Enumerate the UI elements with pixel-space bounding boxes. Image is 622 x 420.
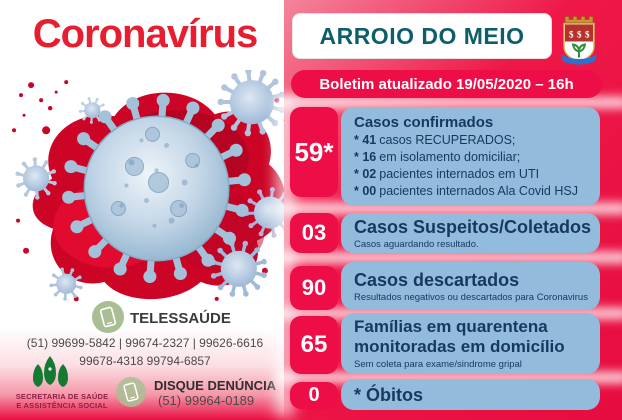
page-title: Coronavírus [32, 12, 259, 56]
detail-text: pacientes internados Ala Covid HSJ [379, 184, 578, 198]
detail-text: pacientes internados em UTI [379, 167, 540, 181]
crest-logo: $ $ $ [561, 16, 597, 65]
confirmed-card: Casos confirmados * 41 casos RECUPERADOS;… [341, 107, 600, 206]
report-hotline-label: DISQUE DENÚNCIA [154, 378, 277, 393]
glow-band [276, 97, 622, 108]
detail-number: * 00 [354, 184, 377, 198]
confirmed-title: Casos confirmados [354, 114, 494, 131]
deaths-title: * Óbitos [354, 384, 424, 405]
discarded-title: Casos descartados [354, 269, 520, 290]
deaths-card: * Óbitos [341, 379, 600, 410]
bulletin-date-text: Boletim atualizado 19/05/2020 – 16h [319, 75, 574, 93]
suspect-count: 03 [290, 213, 338, 253]
stats-panel: ARROIO DO MEIO $ $ $ Boletim atualizado … [276, 0, 622, 420]
detail-text: casos RECUPERADOS; [379, 133, 516, 147]
discarded-card: Casos descartados Resultados negativos o… [341, 262, 600, 310]
smartphone-icon [92, 301, 124, 333]
quarantine-card: Famílias em quarentena monitoradas em do… [341, 313, 600, 374]
confirmed-count: 59* [290, 107, 338, 197]
glow-band [276, 252, 622, 263]
quarantine-subtitle: Sem coleta para exame/sindrome gripal [354, 359, 522, 370]
confirmed-detail: * 02 pacientes internados em UTI [354, 166, 600, 183]
secretariat-line1: SECRETARIA DE SAÚDE [15, 392, 109, 401]
discarded-count: 90 [290, 266, 338, 310]
quarantine-title: Famílias em quarentena monitoradas em do… [354, 317, 565, 356]
glow-band [276, 372, 622, 383]
deaths-count: 0 [290, 382, 338, 409]
trees-logo [33, 356, 68, 387]
report-hotline-phone: (51) 99964-0189 [158, 393, 255, 408]
bulletin-date-bar: Boletim atualizado 19/05/2020 – 16h [291, 70, 602, 98]
detail-number: * 02 [354, 167, 377, 181]
svg-text:$: $ [569, 30, 574, 40]
suspect-card: Casos Suspeitos/Coletados Casos aguardan… [341, 213, 600, 253]
svg-text:$: $ [577, 30, 582, 40]
detail-text: em isolamento domiciliar; [379, 150, 521, 164]
svg-text:$: $ [585, 30, 590, 40]
smartphone-icon [116, 377, 146, 407]
telehealth-phones-line2: 99678-4318 99794-6857 [79, 354, 211, 368]
telehealth-phones-line1: (51) 99699-5842 | 99674-2327 | 99626-661… [26, 336, 264, 350]
detail-number: * 16 [354, 150, 377, 164]
left-column: Coronavírus [0, 0, 292, 420]
city-header: ARROIO DO MEIO [292, 13, 552, 59]
quarantine-count: 65 [290, 316, 338, 374]
telehealth-label: TELESSAÚDE [130, 310, 231, 327]
city-name: ARROIO DO MEIO [319, 22, 525, 49]
confirmed-detail: * 00 pacientes internados Ala Covid HSJ [354, 183, 600, 200]
confirmed-detail: * 41 casos RECUPERADOS; [354, 132, 600, 149]
suspect-subtitle: Casos aguardando resultado. [354, 238, 479, 250]
discarded-subtitle: Resultados negativos ou descartados para… [354, 291, 588, 303]
coronavirus-illustration [12, 70, 292, 302]
confirmed-detail: * 16 em isolamento domiciliar; [354, 149, 600, 166]
detail-number: * 41 [354, 133, 377, 147]
secretariat-name: SECRETARIA DE SAÚDE E ASSISTÊNCIA SOCIAL [4, 392, 120, 410]
secretariat-line2: E ASSISTÊNCIA SOCIAL [16, 401, 108, 410]
glow-band [276, 203, 622, 214]
suspect-title: Casos Suspeitos/Coletados [354, 216, 592, 237]
main-virus-particle [62, 93, 251, 284]
